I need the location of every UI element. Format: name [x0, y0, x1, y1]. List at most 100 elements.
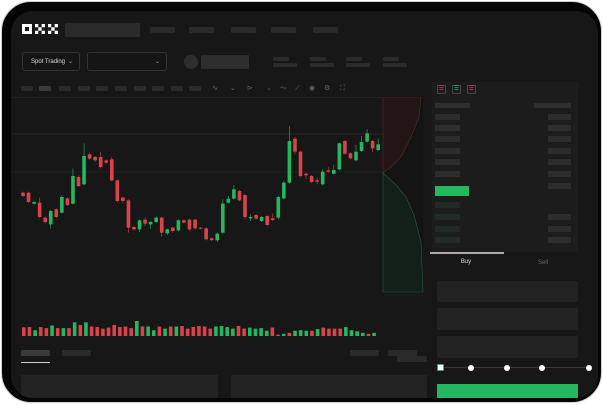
timeframe-option[interactable]: [152, 86, 164, 91]
volume-bar: [287, 332, 292, 336]
orderbook-header: [435, 103, 470, 108]
chevron-down-icon[interactable]: ⌄: [266, 85, 272, 92]
orderbook-both-icon[interactable]: ☰: [437, 85, 446, 94]
filter-button[interactable]: [388, 350, 417, 356]
candle: [304, 173, 308, 176]
candle: [32, 202, 36, 204]
volume-bar: [270, 327, 275, 336]
amount-input[interactable]: [437, 308, 578, 330]
candle: [187, 219, 192, 230]
nav-item[interactable]: [150, 27, 175, 33]
timeframe-option[interactable]: [189, 86, 201, 91]
volume-bar: [355, 331, 359, 336]
candle: [154, 217, 158, 222]
candle: [182, 220, 186, 223]
slider-track[interactable]: [441, 367, 589, 368]
candle: [198, 227, 203, 229]
market-type-dropdown[interactable]: Spot Trading ⌄: [22, 52, 80, 71]
ask-size: [548, 148, 571, 154]
ask-size: [548, 114, 571, 120]
volume-bar: [259, 328, 263, 336]
volume-bar: [281, 333, 286, 336]
pair-dropdown[interactable]: ⌄: [87, 52, 167, 71]
timeframe-option[interactable]: [134, 86, 146, 91]
tab-buy[interactable]: Buy: [460, 259, 472, 265]
settings-icon[interactable]: ⚙: [324, 85, 331, 92]
volume-bar: [163, 328, 167, 336]
stat-value: [346, 63, 370, 67]
candle: [137, 220, 142, 230]
volume-bar: [264, 330, 269, 336]
candle: [126, 200, 131, 228]
slider-step[interactable]: [586, 365, 592, 371]
nav-item[interactable]: [189, 27, 214, 33]
nav-item[interactable]: [231, 27, 256, 33]
candlestick-chart[interactable]: [11, 97, 431, 337]
ruler-icon[interactable]: ⟋: [295, 85, 300, 92]
depth-asks: [382, 97, 422, 174]
timeframe-option[interactable]: [78, 86, 90, 91]
tab-open-orders[interactable]: [21, 350, 50, 356]
search-box[interactable]: [65, 23, 140, 37]
stat-label: [273, 57, 289, 61]
volume-bar: [123, 326, 128, 336]
orderbook-sell-icon[interactable]: ☰: [467, 85, 476, 94]
candle: [254, 215, 258, 219]
stat-value: [383, 63, 407, 67]
asset-card: [21, 375, 218, 398]
tab-underline: [430, 252, 504, 254]
filter-button[interactable]: [350, 350, 379, 356]
candle: [221, 203, 225, 233]
volume-bar: [151, 330, 156, 336]
volume-bar: [118, 327, 122, 336]
candle: [287, 141, 292, 183]
buy-button[interactable]: [437, 384, 578, 398]
candle: [315, 180, 319, 182]
price-input[interactable]: [437, 281, 578, 302]
chevron-down-icon: ⌄: [154, 59, 160, 65]
timeframe-option[interactable]: [115, 86, 127, 91]
candle: [176, 220, 181, 231]
volume-bar: [185, 328, 190, 336]
chevron-down-icon[interactable]: ⌄: [230, 85, 236, 92]
timeframe-option[interactable]: [21, 86, 33, 91]
indicator-icon[interactable]: ∿: [212, 85, 218, 92]
line-tool-icon[interactable]: ⊳: [247, 85, 253, 92]
volume-bar: [180, 326, 184, 336]
volume-bar: [202, 326, 207, 336]
timeframe-option[interactable]: [59, 86, 71, 91]
slider-step[interactable]: [468, 365, 474, 371]
volume-bar: [293, 330, 297, 336]
stat-value: [273, 63, 297, 67]
timeframe-option[interactable]: [171, 86, 183, 91]
volume-bar: [372, 332, 376, 336]
coin-icon: [184, 55, 198, 69]
candle: [337, 143, 342, 170]
tab-history[interactable]: [62, 350, 91, 356]
slider-handle[interactable]: [437, 364, 444, 371]
order-book: [432, 82, 578, 252]
timeframe-option[interactable]: [96, 86, 108, 91]
tab-sell[interactable]: Sell: [537, 260, 548, 266]
ask-price: [435, 136, 460, 142]
wave-icon[interactable]: 〜: [280, 85, 287, 92]
candle: [171, 227, 175, 231]
ask-size: [548, 159, 571, 165]
candle: [243, 195, 247, 217]
timeframe-option[interactable]: [39, 86, 51, 91]
candle: [365, 133, 369, 142]
orderbook-buy-icon[interactable]: ☰: [452, 85, 461, 94]
camera-icon[interactable]: ◉: [309, 85, 316, 92]
slider-step[interactable]: [539, 365, 545, 371]
ask-size: [548, 125, 571, 131]
total-input[interactable]: [437, 336, 578, 358]
candle: [265, 216, 269, 225]
fullscreen-icon[interactable]: ⛶: [340, 85, 345, 92]
nav-item[interactable]: [271, 27, 296, 33]
placeholder: [397, 356, 427, 362]
okx-logo: [22, 24, 58, 34]
volume-bar: [236, 326, 241, 336]
nav-item[interactable]: [313, 27, 338, 33]
candle: [148, 222, 153, 225]
slider-step[interactable]: [504, 365, 510, 371]
